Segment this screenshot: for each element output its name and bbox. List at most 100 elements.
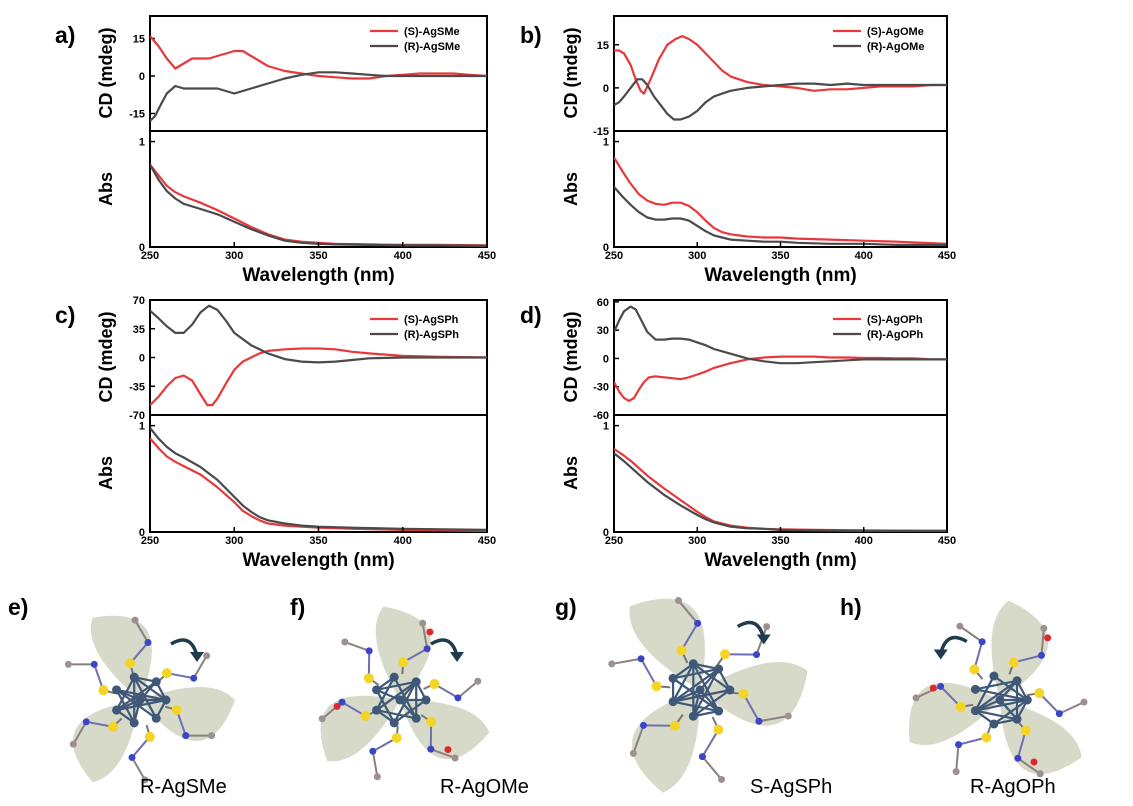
series-line [150, 304, 487, 364]
series-line [614, 452, 947, 532]
carbon-atom [474, 677, 482, 685]
bond [975, 679, 1018, 691]
nitrogen-atom [955, 741, 963, 749]
bond [72, 721, 88, 745]
bond [1040, 628, 1045, 656]
bond [344, 641, 370, 652]
rotation-arrow-head [190, 652, 204, 662]
bond [611, 657, 642, 665]
nitrogen-atom [753, 651, 761, 659]
propeller-blade [700, 662, 808, 726]
y-tick-label: 15 [597, 40, 609, 52]
bond [975, 709, 1018, 721]
carbon-atom [208, 732, 216, 740]
carbon-atom [952, 768, 960, 776]
bond [376, 680, 417, 691]
carbon-atom [956, 622, 964, 630]
carbon-atom [1080, 698, 1088, 706]
carbon-atom [629, 749, 637, 757]
bond [955, 744, 960, 772]
x-tick-label: 250 [605, 535, 623, 547]
nitrogen-atom [365, 647, 373, 655]
y-tick-label: 15 [133, 34, 145, 46]
structure-caption: R-AgSMe [140, 776, 227, 798]
rotation-arrow-head [450, 652, 464, 662]
carbon-atom [64, 660, 72, 668]
propeller-blade [909, 682, 1000, 746]
silver-atom [389, 718, 399, 728]
bond [116, 688, 167, 702]
carbon-atom [1036, 770, 1044, 778]
crystal-structures: e) R-AgSMe f) R-AgOMe g) S-AgSPh h) R-AgOPh [8, 594, 1088, 798]
oxygen-atom [426, 628, 434, 636]
bond [758, 715, 789, 723]
silver-atom [1022, 695, 1032, 705]
legend-label: (R)-AgOMe [867, 41, 924, 53]
panel-label: h) [840, 594, 862, 620]
structure-2: g) S-AgSPh [555, 594, 832, 798]
nitrogen-atom [338, 698, 346, 706]
cd-axis-label: CD (mdeg) [96, 312, 116, 403]
nitrogen-atom [82, 718, 90, 726]
bond [701, 756, 723, 781]
silver-atom [989, 671, 999, 681]
structure-caption: R-AgOMe [440, 776, 529, 798]
bond [131, 756, 146, 781]
bond [699, 689, 720, 712]
x-tick-label: 400 [394, 535, 412, 547]
structure-1: f) R-AgOMe [290, 594, 529, 798]
x-axis-label: Wavelength (nm) [704, 550, 856, 571]
abs-axis-label: Abs [96, 456, 116, 490]
series-line [614, 35, 947, 95]
silver-atom [1012, 676, 1022, 686]
y-tick-label: 30 [597, 325, 609, 337]
y-tick-label: -15 [129, 109, 145, 121]
propeller-blade [629, 598, 705, 690]
rotation-arrow-head [756, 634, 771, 645]
sulfur-atom [1034, 688, 1045, 699]
nitrogen-atom [755, 717, 763, 725]
x-tick-label: 300 [688, 250, 706, 262]
carbon-atom [373, 773, 381, 781]
propeller-blade [72, 700, 140, 783]
series-line [614, 78, 947, 121]
silver-atom [161, 695, 171, 705]
series-line [150, 164, 487, 247]
sulfur-atom [669, 720, 680, 731]
bond [457, 680, 479, 699]
y-tick-label: -35 [129, 381, 145, 393]
x-tick-label: 400 [855, 535, 873, 547]
bond [134, 619, 149, 644]
x-axis-label: Wavelength (nm) [242, 265, 394, 286]
bond [632, 725, 645, 754]
series-line [614, 186, 947, 246]
sulfur-atom [981, 732, 992, 743]
sulfur-atom [1008, 657, 1019, 668]
y-tick-label: -60 [593, 410, 609, 422]
sulfur-atom [1020, 725, 1031, 736]
sulfur-atom [398, 657, 409, 668]
silver-atom [411, 677, 421, 687]
panel-label: c) [55, 302, 75, 328]
nitrogen-atom [937, 682, 945, 690]
silver-atom [129, 672, 139, 682]
bond [393, 681, 418, 724]
y-tick-label: 1 [139, 421, 145, 433]
sulfur-atom [969, 664, 980, 675]
silver-atom [372, 685, 382, 695]
nitrogen-atom [90, 660, 98, 668]
y-tick-label: 0 [603, 353, 609, 365]
nitrogen-atom [639, 721, 647, 729]
bond [692, 668, 720, 717]
y-tick-label: 0 [603, 83, 609, 95]
silver-atom [695, 685, 705, 695]
carbon-atom [318, 715, 326, 723]
nitrogen-atom [182, 732, 190, 740]
silver-atom [668, 697, 678, 707]
bond [672, 667, 719, 680]
x-tick-label: 300 [688, 535, 706, 547]
sulfur-atom [426, 716, 437, 727]
silver-atom [389, 672, 399, 682]
